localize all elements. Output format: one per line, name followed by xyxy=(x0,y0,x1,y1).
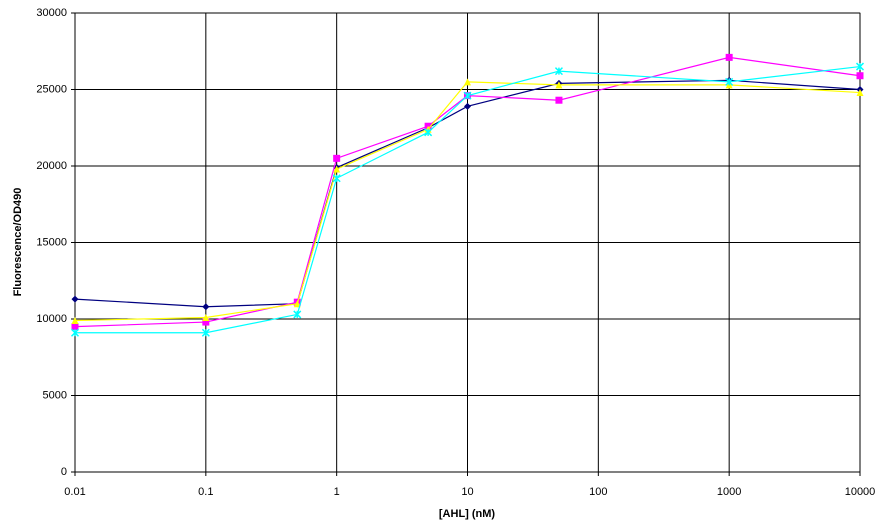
marker xyxy=(856,72,864,80)
x-tick-label: 100 xyxy=(589,486,607,498)
marker xyxy=(463,91,472,100)
marker xyxy=(333,154,341,162)
x-tick-label: 1000 xyxy=(717,486,741,498)
y-tick-label: 0 xyxy=(61,466,67,478)
x-tick-label: 10000 xyxy=(845,486,876,498)
marker xyxy=(554,67,563,76)
y-tick-label: 20000 xyxy=(36,160,67,172)
marker xyxy=(202,313,210,321)
marker xyxy=(293,310,302,319)
x-tick-label: 1 xyxy=(334,486,340,498)
marker xyxy=(71,317,79,325)
marker xyxy=(725,77,734,86)
marker xyxy=(464,78,471,86)
y-tick-label: 25000 xyxy=(36,83,67,95)
marker xyxy=(202,318,210,326)
x-tick-label: 10 xyxy=(461,486,473,498)
x-axis-title: [AHL] (nM) xyxy=(439,508,496,520)
marker xyxy=(332,174,341,183)
x-tick-label: 0.1 xyxy=(198,486,213,498)
marker xyxy=(555,81,563,89)
marker xyxy=(333,165,341,173)
y-tick-label: 15000 xyxy=(36,236,67,248)
marker xyxy=(71,295,79,303)
marker xyxy=(71,323,79,331)
marker xyxy=(201,328,210,337)
marker xyxy=(555,96,563,104)
y-axis-title: Fluorescence/OD490 xyxy=(12,188,24,297)
marker xyxy=(464,102,471,110)
marker xyxy=(424,128,433,137)
marker xyxy=(855,62,865,71)
y-tick-label: 10000 xyxy=(36,313,67,325)
marker xyxy=(70,328,80,337)
marker xyxy=(856,89,864,97)
x-tick-label: 0.01 xyxy=(64,486,85,498)
marker xyxy=(202,303,210,311)
marker xyxy=(293,300,301,308)
marker xyxy=(725,53,733,61)
y-tick-label: 5000 xyxy=(43,389,67,401)
y-tick-label: 30000 xyxy=(36,7,67,19)
